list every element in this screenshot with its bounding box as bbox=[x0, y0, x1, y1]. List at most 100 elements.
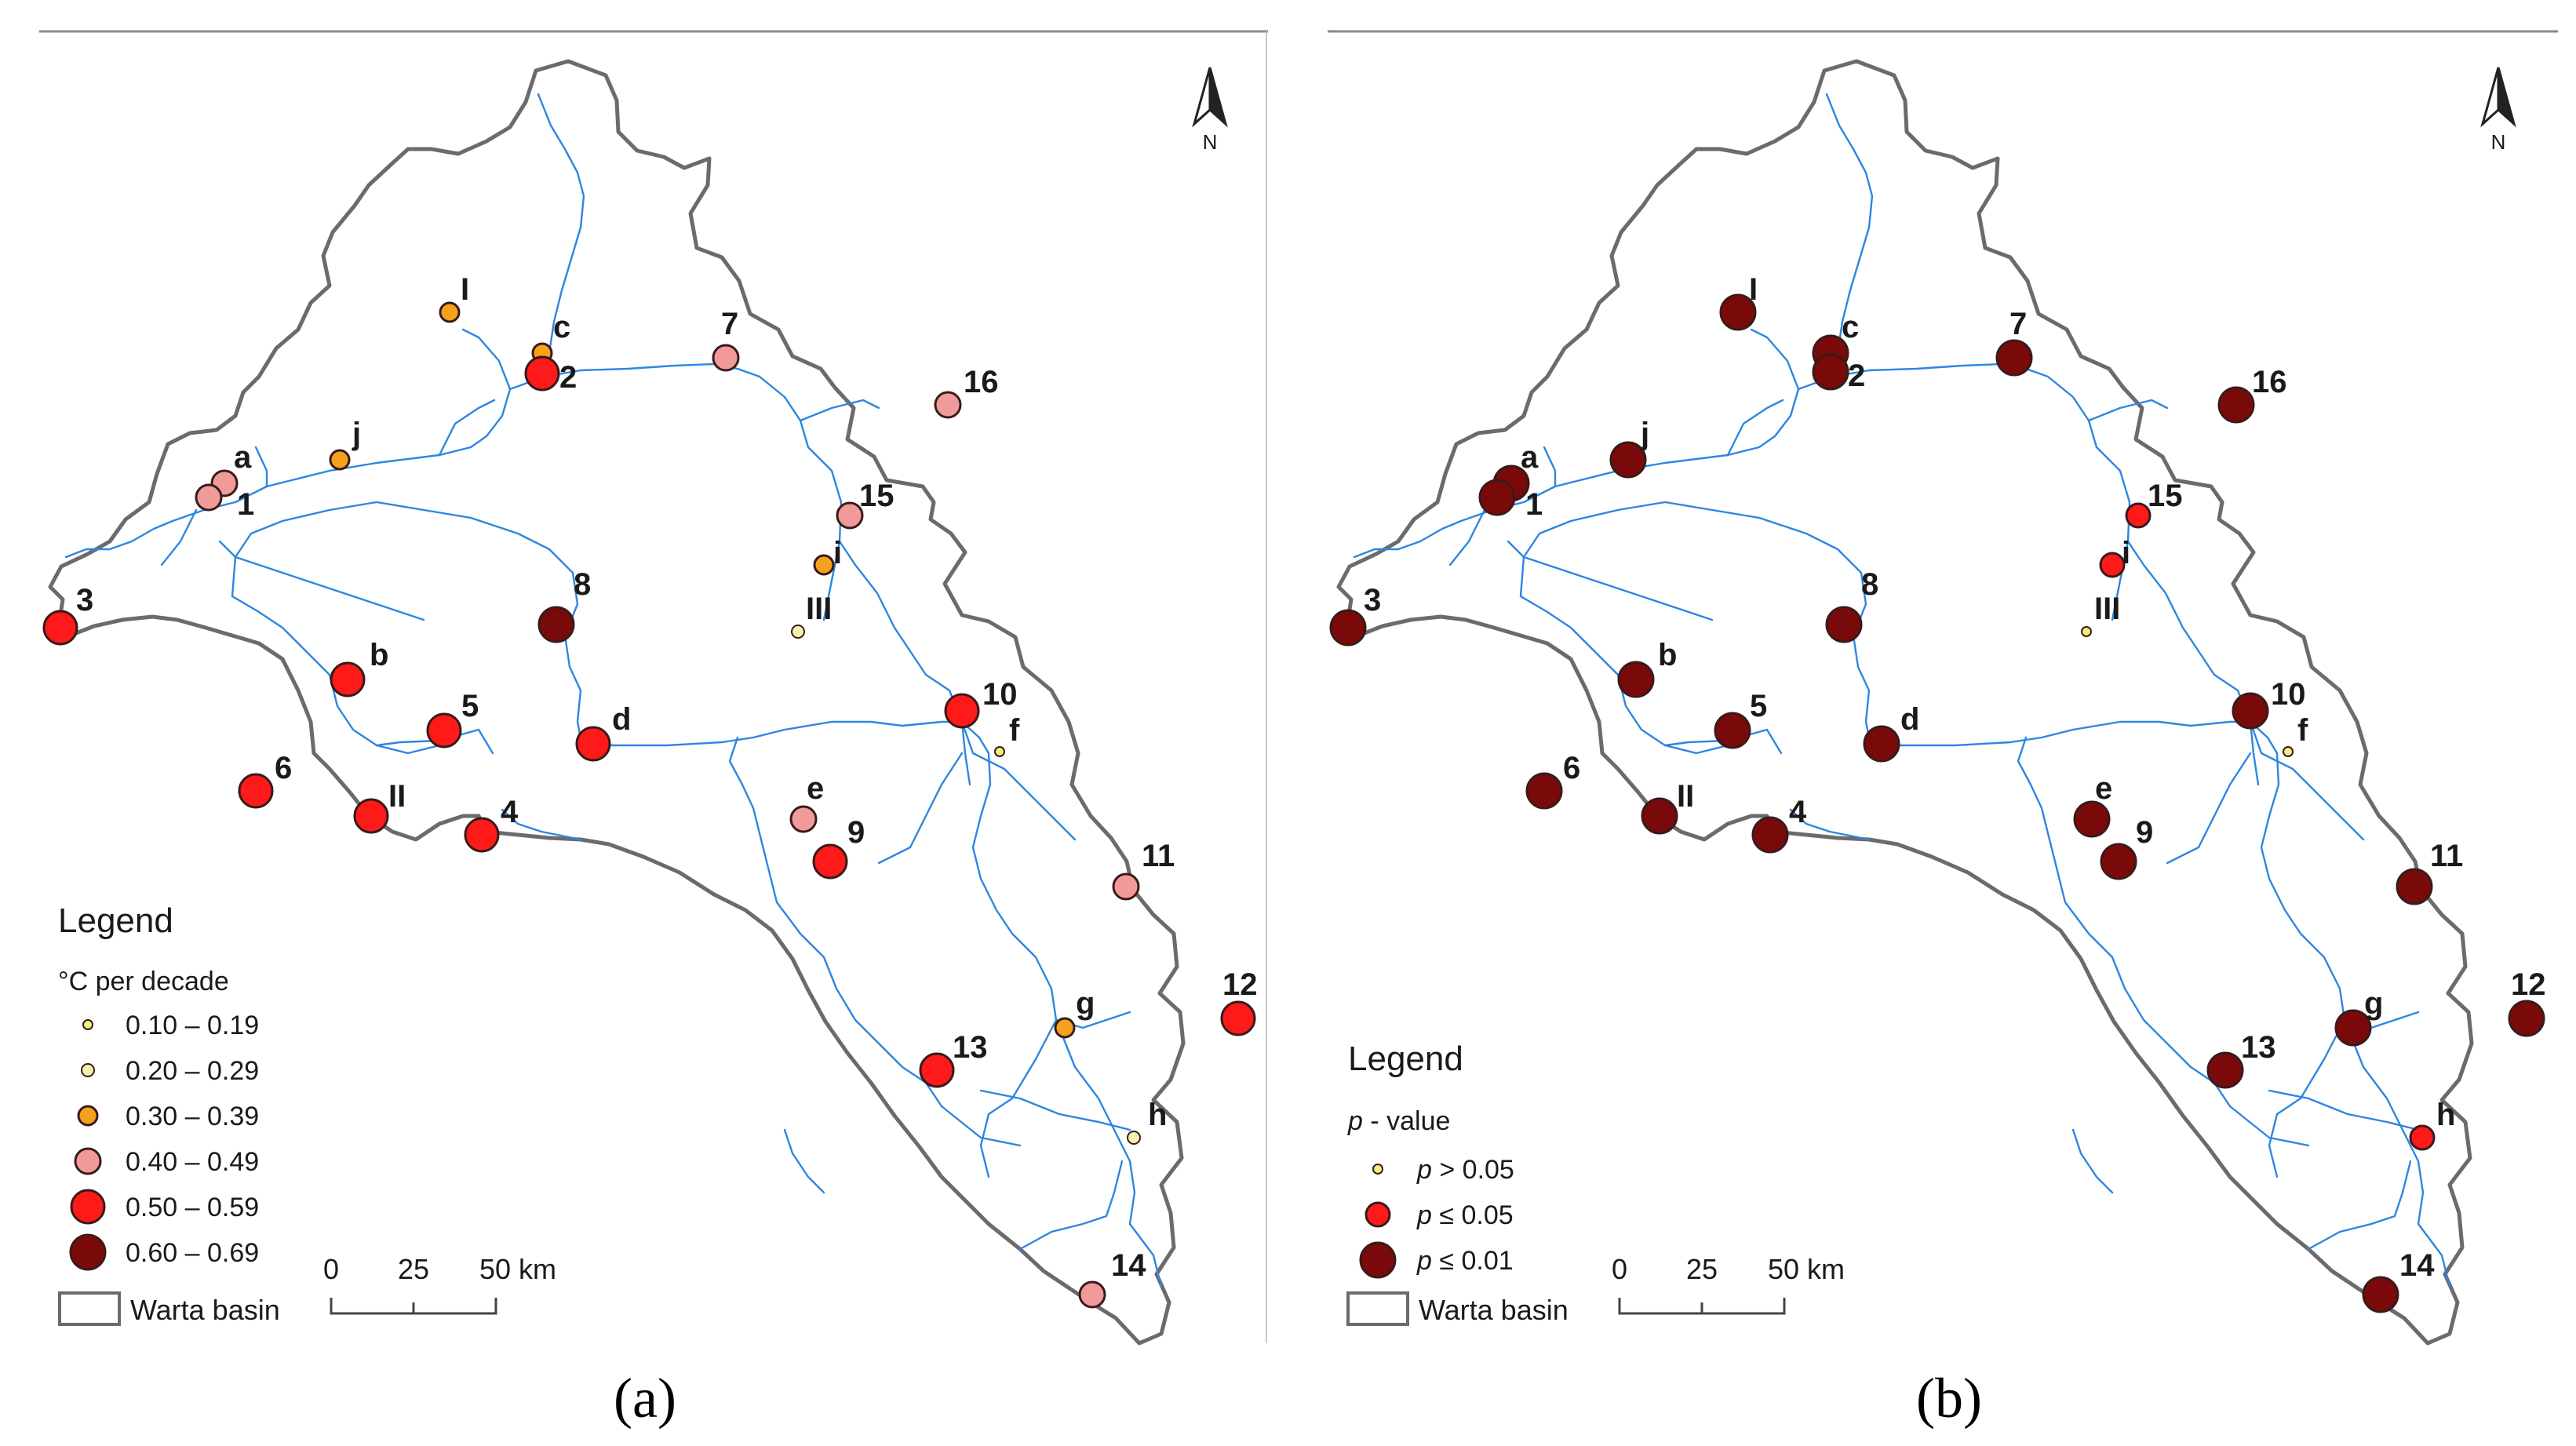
a-station-marker-12[interactable] bbox=[1220, 1000, 1256, 1036]
a-station-marker-5[interactable] bbox=[426, 712, 462, 748]
a-river-0 bbox=[537, 93, 585, 378]
a-station-marker-h[interactable] bbox=[1127, 1131, 1141, 1145]
b-station-marker-d[interactable] bbox=[1863, 725, 1900, 763]
b-station-marker-I[interactable] bbox=[1719, 293, 1757, 331]
a-station-marker-10[interactable] bbox=[944, 693, 980, 729]
b-legend-title: Legend bbox=[1348, 1040, 1463, 1078]
b-station-marker-III[interactable] bbox=[2081, 626, 2092, 637]
a-legend-label-4: 0.50 – 0.59 bbox=[126, 1193, 259, 1222]
a-station-marker-II[interactable] bbox=[353, 798, 389, 834]
a-station-label-15: 15 bbox=[859, 479, 894, 513]
b-station-marker-8[interactable] bbox=[1825, 606, 1863, 643]
b-station-marker-g[interactable] bbox=[2334, 1009, 2372, 1047]
a-river-13 bbox=[231, 555, 441, 755]
b-station-label-5: 5 bbox=[1750, 689, 1767, 723]
b-station-marker-14[interactable] bbox=[2362, 1276, 2399, 1313]
a-legend-basin-label: Warta basin bbox=[130, 1294, 280, 1326]
a-station-marker-13[interactable] bbox=[919, 1052, 955, 1088]
b-station-label-1: 1 bbox=[1525, 487, 1543, 522]
a-station-label-b: b bbox=[370, 638, 388, 672]
a-station-marker-7[interactable] bbox=[712, 344, 740, 372]
b-river-3 bbox=[1353, 375, 1835, 559]
b-station-label-7: 7 bbox=[2009, 307, 2027, 341]
b-station-marker-7[interactable] bbox=[1995, 339, 2033, 377]
b-river-18 bbox=[2249, 720, 2346, 1022]
a-station-label-i: i bbox=[833, 536, 842, 570]
b-station-marker-5[interactable] bbox=[1714, 712, 1751, 749]
b-station-marker-11[interactable] bbox=[2396, 868, 2433, 905]
a-station-marker-6[interactable] bbox=[238, 773, 274, 809]
b-station-label-8: 8 bbox=[1861, 567, 1878, 602]
b-station-marker-6[interactable] bbox=[1525, 772, 1563, 810]
b-river-16 bbox=[1867, 720, 2252, 747]
b-north-label: N bbox=[2491, 130, 2506, 154]
a-legend-label-1: 0.20 – 0.29 bbox=[126, 1056, 259, 1086]
a-station-marker-8[interactable] bbox=[537, 606, 575, 643]
b-station-marker-12[interactable] bbox=[2508, 1000, 2545, 1037]
a-legend-swatch-1 bbox=[81, 1063, 95, 1077]
b-caption: (b) bbox=[1916, 1367, 1982, 1430]
a-station-marker-4[interactable] bbox=[464, 817, 500, 853]
a-station-label-9: 9 bbox=[847, 815, 865, 850]
a-river-15 bbox=[501, 808, 582, 841]
a-legend-label-3: 0.40 – 0.49 bbox=[126, 1147, 259, 1177]
b-station-label-9: 9 bbox=[2136, 815, 2153, 850]
b-station-marker-f[interactable] bbox=[2283, 746, 2294, 757]
a-river-12 bbox=[234, 501, 582, 739]
a-station-marker-I[interactable] bbox=[439, 301, 461, 323]
a-river-24 bbox=[1055, 1018, 1163, 1288]
b-station-marker-3[interactable] bbox=[1329, 609, 1367, 647]
b-station-marker-16[interactable] bbox=[2217, 386, 2255, 424]
a-station-marker-15[interactable] bbox=[836, 501, 864, 530]
b-station-marker-e[interactable] bbox=[2073, 800, 2111, 838]
a-station-label-III: III bbox=[806, 592, 832, 626]
b-station-marker-2[interactable] bbox=[1812, 353, 1849, 391]
b-station-marker-9[interactable] bbox=[2100, 843, 2137, 880]
b-station-marker-1[interactable] bbox=[1478, 479, 1516, 516]
a-station-label-3: 3 bbox=[76, 583, 93, 617]
a-station-marker-1[interactable] bbox=[195, 483, 223, 512]
b-station-marker-II[interactable] bbox=[1641, 797, 1678, 835]
b-station-marker-10[interactable] bbox=[2232, 692, 2269, 730]
b-station-marker-i[interactable] bbox=[2099, 552, 2126, 578]
a-station-marker-i[interactable] bbox=[813, 554, 835, 576]
a-station-label-2: 2 bbox=[559, 360, 577, 395]
a-station-marker-9[interactable] bbox=[812, 843, 848, 880]
b-river-6 bbox=[1543, 446, 1557, 488]
b-legend-basin-swatch bbox=[1346, 1291, 1409, 1326]
b-station-marker-h[interactable] bbox=[2409, 1124, 2436, 1151]
b-station-label-d: d bbox=[1900, 702, 1919, 737]
b-station-marker-13[interactable] bbox=[2206, 1051, 2244, 1089]
a-station-marker-b[interactable] bbox=[330, 661, 366, 698]
a-station-label-8: 8 bbox=[574, 567, 591, 602]
a-station-marker-2[interactable] bbox=[524, 355, 560, 392]
a-station-label-g: g bbox=[1076, 986, 1095, 1021]
b-station-marker-b[interactable] bbox=[1617, 661, 1655, 698]
a-station-marker-3[interactable] bbox=[42, 610, 78, 646]
a-station-marker-11[interactable] bbox=[1112, 872, 1140, 901]
a-station-marker-16[interactable] bbox=[934, 391, 962, 419]
b-river-23 bbox=[2307, 1160, 2412, 1251]
a-station-label-13: 13 bbox=[953, 1030, 988, 1065]
a-legend-label-5: 0.60 – 0.69 bbox=[126, 1238, 259, 1268]
a-scale-tick-2: 50 km bbox=[479, 1253, 556, 1285]
a-station-marker-j[interactable] bbox=[329, 449, 351, 471]
b-station-label-15: 15 bbox=[2148, 479, 2183, 513]
a-station-marker-14[interactable] bbox=[1078, 1280, 1106, 1309]
b-station-marker-15[interactable] bbox=[2125, 502, 2152, 529]
b-station-label-4: 4 bbox=[1789, 795, 1807, 829]
b-station-marker-j[interactable] bbox=[1609, 441, 1647, 479]
a-station-marker-III[interactable] bbox=[791, 625, 805, 639]
a-station-marker-g[interactable] bbox=[1054, 1017, 1076, 1039]
a-station-marker-f[interactable] bbox=[994, 746, 1005, 757]
a-station-marker-d[interactable] bbox=[575, 726, 611, 762]
a-river-8 bbox=[799, 399, 880, 422]
b-legend-swatch-1 bbox=[1365, 1201, 1391, 1228]
a-north-arrow-icon bbox=[1192, 67, 1211, 128]
b-legend: Legend p - value p > 0.05 p ≤ 0.05 p ≤ 0.01 W… bbox=[1346, 1040, 1569, 1326]
a-station-marker-e[interactable] bbox=[789, 805, 818, 833]
b-station-marker-4[interactable] bbox=[1751, 816, 1789, 854]
b-station-label-12: 12 bbox=[2511, 967, 2546, 1002]
a-station-label-4: 4 bbox=[501, 795, 519, 829]
